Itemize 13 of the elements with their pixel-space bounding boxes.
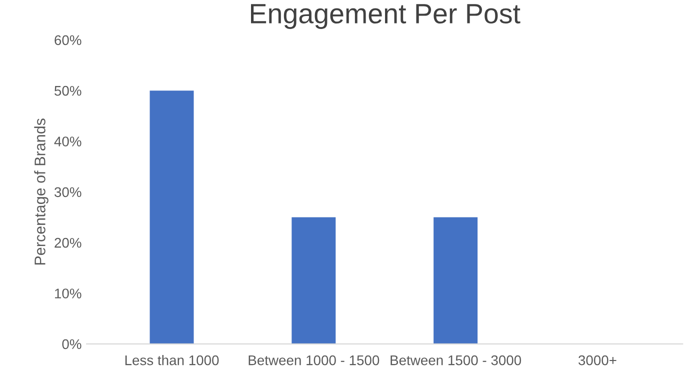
- chart-title: Engagement Per Post: [251, 4, 520, 29]
- x-tick-label: Less than 1000: [125, 355, 219, 366]
- x-tick-label: 3000+: [578, 355, 616, 366]
- y-tick-label: 50%: [54, 86, 82, 96]
- y-tick-label: 0%: [62, 339, 82, 350]
- y-tick-label: 10%: [55, 288, 82, 298]
- y-tick-label: 40%: [54, 136, 82, 146]
- x-tick-label: Between 1000 - 1500: [248, 355, 380, 366]
- y-axis-title: Percentage of Brands: [34, 118, 48, 265]
- y-tick-label: 20%: [54, 238, 82, 248]
- x-tick-label: Between 1500 - 3000: [390, 355, 522, 366]
- y-tick-label: 60%: [54, 35, 82, 46]
- y-tick-label: 30%: [54, 187, 82, 198]
